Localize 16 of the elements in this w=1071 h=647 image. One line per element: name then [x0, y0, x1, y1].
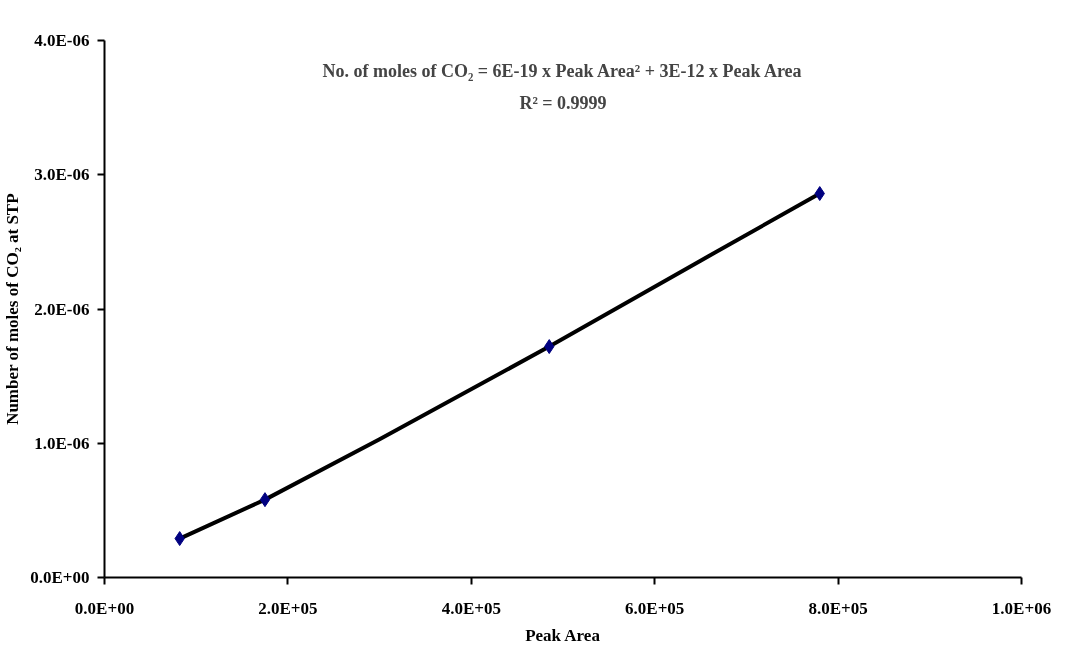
x-tick-label: 2.0E+05 [258, 598, 318, 618]
annotation: No. of moles of CO₂ = 6E-19 x Peak Area² + 3E-12 x Peak Area [322, 60, 802, 81]
x-tick-label: 4.0E+05 [441, 598, 501, 618]
y-tick-label: 1.0E-06 [34, 433, 90, 453]
x-axis-title: Peak Area [525, 625, 601, 645]
point [259, 492, 271, 508]
x-tick-label: 0.0E+00 [74, 598, 135, 618]
y-axis-title: Number of moles of CO₂ at STP [3, 193, 23, 425]
x-tick-label: 8.0E+05 [808, 598, 868, 618]
y-tick-label: 4.0E-06 [34, 31, 90, 50]
y-tick-label: 2.0E-06 [34, 299, 90, 319]
x-tick-label: 6.0E+05 [625, 598, 685, 618]
y-tick-label: 3.0E-06 [34, 165, 90, 185]
annotation: R² = 0.9999 [519, 92, 607, 113]
y-tick-label: 0.0E+00 [30, 568, 90, 587]
x-tick-label: 1.0E+06 [991, 598, 1052, 618]
